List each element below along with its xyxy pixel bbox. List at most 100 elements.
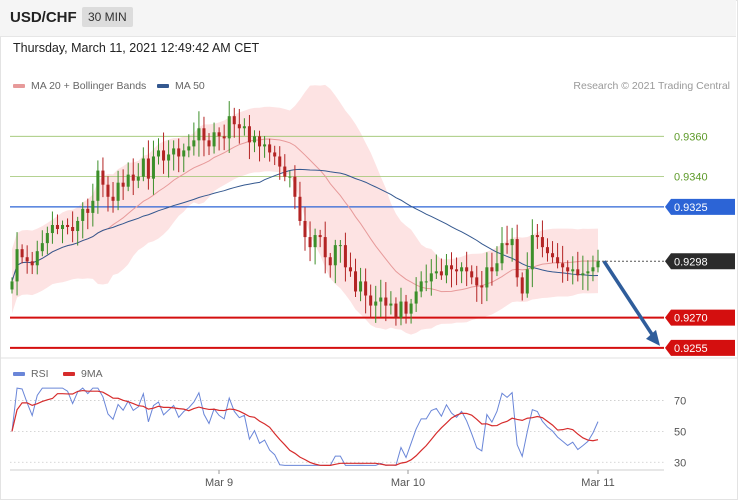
symbol-label: USD/CHF — [10, 9, 77, 26]
candle-body — [177, 148, 181, 157]
candle-body — [394, 303, 398, 318]
candle-body — [520, 277, 524, 294]
rsi-tick-70: 70 — [674, 395, 686, 407]
candle-body — [131, 174, 135, 181]
candle-body — [126, 174, 130, 187]
candle-body — [596, 261, 600, 268]
candle-body — [409, 303, 413, 314]
timeframe-button[interactable]: 30 MIN — [82, 7, 133, 27]
candle-body — [571, 269, 575, 272]
legend-ma20-swatch — [13, 84, 25, 89]
candle-body — [10, 281, 14, 290]
candle-body — [510, 239, 514, 246]
candle-body — [323, 237, 327, 258]
legend-9ma-label: 9MA — [81, 368, 103, 380]
candle-body — [151, 156, 155, 179]
level-tag-0.9270 — [665, 309, 735, 326]
candle-body — [490, 267, 494, 272]
candle-body — [197, 128, 201, 141]
candle-body — [258, 136, 262, 147]
candle-body — [500, 243, 504, 264]
candle-body — [146, 158, 150, 179]
candle-body — [242, 126, 246, 129]
candle-body — [369, 295, 373, 306]
candle-body — [156, 150, 161, 157]
level-label-0.9325: 0.9325 — [674, 202, 708, 214]
candle-body — [101, 170, 105, 185]
candle-body — [207, 140, 211, 147]
candle-body — [313, 235, 317, 248]
candle-body — [480, 285, 484, 288]
candle-body — [434, 271, 438, 274]
candle-body — [449, 265, 454, 270]
candle-body — [96, 170, 100, 201]
forecast-arrow-head — [646, 329, 660, 346]
candle-body — [419, 281, 423, 292]
candle-body — [141, 158, 145, 177]
candle-body — [116, 182, 120, 201]
candle-body — [182, 150, 186, 157]
candle-body — [263, 144, 267, 147]
chart-header: USD/CHF 30 MIN — [0, 0, 736, 37]
level-label-0.9340: 0.9340 — [674, 172, 708, 184]
credit-label: Research © 2021 Trading Central — [573, 80, 730, 92]
candle-body — [379, 297, 383, 302]
rsi-9ma-line — [11, 389, 599, 466]
candle-body — [278, 156, 282, 167]
candle-body — [167, 154, 171, 161]
level-tag-0.9325 — [665, 198, 735, 215]
candle-body — [66, 224, 70, 227]
candle-body — [136, 176, 140, 181]
candle-body — [364, 281, 368, 296]
x-tick-label: Mar 11 — [581, 477, 614, 489]
candle-body — [283, 166, 287, 177]
level-label-0.9255: 0.9255 — [674, 343, 708, 355]
legend-rsi-label: RSI — [31, 368, 49, 380]
candle-body — [71, 227, 75, 232]
candle-body — [187, 146, 191, 151]
rsi-tick-50: 50 — [674, 426, 686, 438]
candle-body — [545, 247, 549, 254]
candle-body — [61, 224, 65, 230]
candle-body — [455, 269, 459, 272]
candle-body — [338, 245, 342, 247]
candle-body — [359, 281, 363, 292]
legend-ma20-bollinger: MA 20 + Bollinger Bands — [13, 80, 146, 92]
datetime-label: Thursday, March 11, 2021 12:49:42 AM CET — [13, 41, 260, 55]
candle-body — [535, 235, 539, 238]
candle-body — [273, 152, 277, 157]
candle-body — [586, 271, 590, 274]
ma20-line — [11, 138, 599, 293]
candle-body — [439, 271, 443, 276]
candle-body — [540, 237, 544, 248]
candle-body — [55, 224, 59, 230]
candle-body — [76, 220, 80, 232]
candle-body — [530, 235, 534, 270]
candle-body — [232, 116, 236, 125]
candle-body — [515, 239, 519, 278]
candle-body — [172, 148, 176, 155]
level-label-0.9360: 0.9360 — [674, 131, 708, 143]
candle-body — [192, 140, 196, 147]
candle-body — [81, 208, 85, 221]
candle-body — [162, 150, 166, 161]
candle-body — [212, 132, 216, 147]
candle-body — [591, 267, 595, 272]
candle-body — [414, 291, 418, 304]
candle-body — [86, 208, 90, 213]
candle-body — [581, 273, 585, 276]
candle-body — [106, 184, 110, 197]
candle-body — [374, 301, 378, 306]
candle-body — [50, 224, 54, 234]
candle-body — [252, 136, 256, 143]
candle-body — [328, 257, 332, 266]
level-label-0.9298: 0.9298 — [674, 256, 708, 268]
candle-body — [485, 267, 489, 288]
candle-body — [348, 267, 352, 272]
legend-9ma-swatch — [63, 372, 75, 377]
level-tag-0.9255 — [665, 339, 735, 356]
candle-body — [475, 277, 479, 286]
candle-body — [343, 245, 347, 268]
candle-body — [121, 182, 125, 187]
